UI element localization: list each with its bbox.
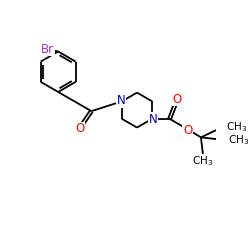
Text: Br: Br <box>41 43 54 56</box>
Text: N: N <box>148 113 157 126</box>
Text: CH$_3$: CH$_3$ <box>228 134 249 147</box>
Text: CH$_3$: CH$_3$ <box>226 120 247 134</box>
Text: O: O <box>172 93 181 106</box>
Text: N: N <box>117 94 126 107</box>
Text: O: O <box>183 124 192 138</box>
Text: O: O <box>75 122 84 135</box>
Text: CH$_3$: CH$_3$ <box>192 154 214 168</box>
